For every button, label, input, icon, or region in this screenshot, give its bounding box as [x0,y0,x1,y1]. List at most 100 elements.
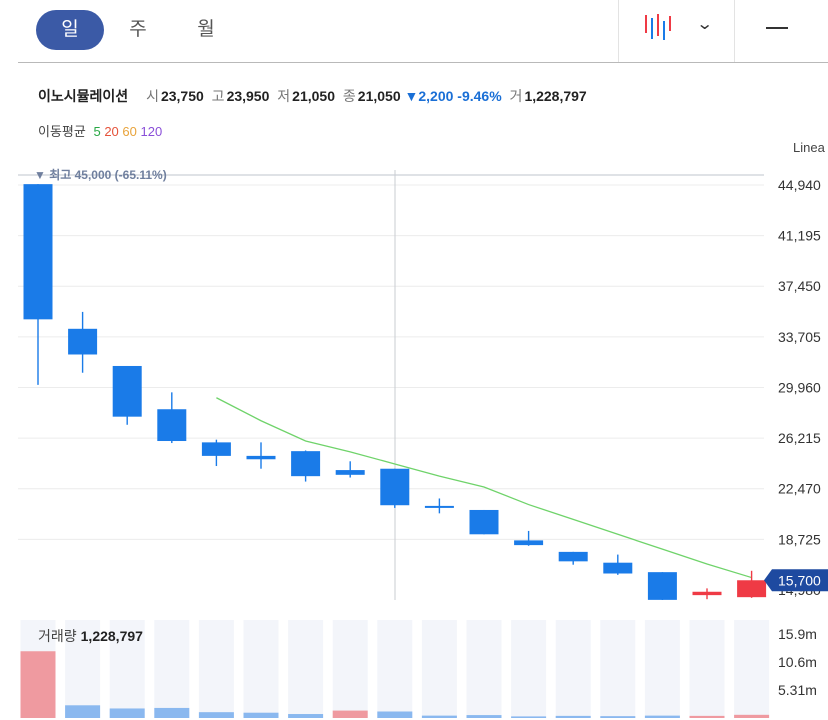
volume-panel-value: 1,228,797 [80,628,143,644]
close-value: 21,050 [357,88,401,104]
volume-bar[interactable] [288,714,324,718]
volume-tick-label: 15.9m [778,626,817,642]
period-tab-day[interactable]: 일 [36,10,104,50]
volume-bar-background [600,620,636,718]
open-value: 23,750 [160,88,204,104]
ma-5[interactable]: 5 [93,124,101,139]
volume-bar[interactable] [600,716,636,718]
stock-name: 이노시뮬레이션 [38,88,129,104]
toolbar-rule [18,62,828,63]
candle-body[interactable] [157,409,187,442]
price-summary: 이노시뮬레이션 시 23,750 고 23,950 저 21,050 종 21,050 … [38,86,587,106]
volume-bar[interactable] [109,708,145,718]
ma-120[interactable]: 120 [140,124,163,139]
volume-bar[interactable] [332,710,368,718]
candle-body[interactable] [246,455,276,460]
volume-bar-background [243,620,279,718]
ma-60[interactable]: 60 [122,124,137,139]
toolbar-divider [618,0,619,62]
volume-bar[interactable] [377,711,413,718]
change-arrow: ▼ [404,88,419,104]
scale-mode-label[interactable]: Linea [793,140,825,155]
high-value: 23,950 [226,88,270,104]
volume-bar-background [555,620,591,718]
y-tick-label: 29,960 [778,379,821,395]
volume-bar[interactable] [555,715,591,718]
volume-bar-background [109,620,145,718]
change-percent: -9.46% [457,88,502,104]
candle-body[interactable] [201,442,231,456]
chevron-down-icon[interactable]: ⌄ [695,16,714,33]
period-tab-week[interactable]: 주 [129,19,147,40]
volume-bar-background [65,620,101,718]
volume-bar-background [466,620,502,718]
volume-bar-background [377,620,413,718]
y-tick-label: 33,705 [778,329,821,345]
ma-legend-label: 이동평균 [38,124,86,139]
volume-bar[interactable] [511,716,547,718]
last-price-value: 15,700 [778,572,821,588]
volume-bar-background [511,620,547,718]
volume-bar-background [644,620,680,718]
candle-body[interactable] [692,591,722,596]
candlestick-icon[interactable] [642,12,672,42]
candle-body[interactable] [647,572,677,600]
volume-bar[interactable] [734,714,770,718]
volume-bar-background [421,620,457,718]
chart-toolbar: 일 주 월 ⌄ [0,0,828,63]
y-tick-label: 37,450 [778,278,821,294]
y-tick-label: 22,470 [778,481,821,497]
candle-body[interactable] [514,540,544,546]
volume-bar[interactable] [421,715,457,718]
candle-body[interactable] [469,509,499,535]
candle-body[interactable] [558,551,588,562]
close-label: 종 [342,88,356,104]
candle-body[interactable] [380,468,410,506]
volume-bar-background [288,620,324,718]
high-label: 고 [211,88,225,104]
volume-bar[interactable] [198,712,234,718]
volume-bar[interactable] [466,715,502,718]
y-tick-label: 26,215 [778,430,821,446]
candle-body[interactable] [112,365,142,417]
volume-chart[interactable]: 15.9m 10.6m 5.31m [0,612,828,720]
price-chart[interactable]: 44,940 41,195 37,450 33,705 29,960 26,215 22,4… [0,160,828,600]
period-tab-month[interactable]: 월 [197,19,215,40]
candle-body[interactable] [68,328,98,355]
hamburger-minus-icon[interactable] [766,27,788,29]
ma-20[interactable]: 20 [104,124,119,139]
volume-bar[interactable] [644,715,680,718]
change-value: 2,200 [418,88,454,104]
volume-bar-background [154,620,190,718]
candle-body[interactable] [603,562,633,574]
volume-panel-title: 거래량 [38,628,77,644]
ma5-line [216,397,752,579]
volume-bar-background [198,620,234,718]
volume-bar[interactable] [65,705,101,718]
high-annotation: ▼ 최고 45,000 (-65.11%) [34,167,167,182]
y-tick-label: 18,725 [778,531,821,547]
volume-bar-background [332,620,368,718]
volume-label: 거 [509,88,523,104]
low-label: 저 [277,88,291,104]
y-tick-label: 41,195 [778,228,821,244]
volume-bar[interactable] [689,715,725,718]
volume-bar-background [689,620,725,718]
volume-bar[interactable] [154,707,190,718]
open-label: 시 [146,88,159,104]
volume-panel-label: 거래량 1,228,797 [38,626,143,646]
volume-tick-label: 5.31m [778,682,817,698]
y-tick-label: 44,940 [778,177,821,193]
volume-tick-label: 10.6m [778,654,817,670]
volume-value: 1,228,797 [524,88,587,104]
candle-body[interactable] [335,470,365,475]
toolbar-divider [734,0,735,62]
candle-body[interactable] [737,580,767,598]
candle-body[interactable] [291,451,321,477]
low-value: 21,050 [292,88,335,104]
volume-bar-background [734,620,770,718]
volume-bar[interactable] [243,712,279,718]
candle-body[interactable] [23,184,53,320]
volume-bar[interactable] [20,651,56,718]
candle-body[interactable] [424,505,454,508]
